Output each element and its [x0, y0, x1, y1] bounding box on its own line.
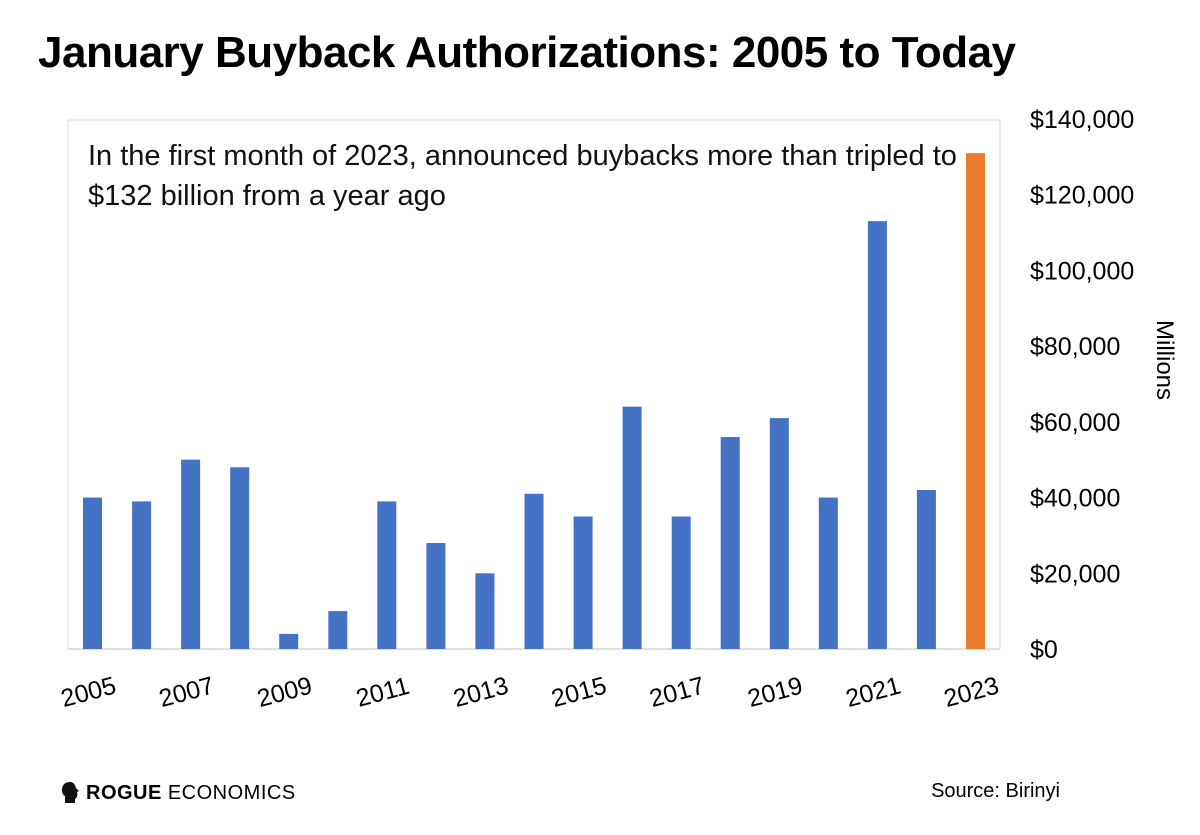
x-tick-2021: 2021	[843, 672, 904, 713]
y-tick-5: $100,000	[1030, 257, 1134, 285]
x-tick-2013: 2013	[450, 672, 511, 713]
x-tick-2009: 2009	[254, 672, 315, 713]
y-tick-2: $40,000	[1030, 485, 1120, 513]
x-tick-labels: 2005 2007 2009 2011 2013 2015 2017 2019 2021 2023	[58, 672, 1002, 713]
bar-2020	[818, 497, 838, 649]
y-tick-7: $140,000	[1030, 106, 1134, 134]
source-note: Source: Birinyi	[931, 780, 1060, 802]
bar-2015	[573, 516, 593, 649]
bar-2006	[132, 501, 152, 649]
bar-2013	[475, 573, 495, 649]
bar-2019	[769, 418, 789, 649]
y-axis-label-wrap: Millions	[1148, 320, 1178, 400]
bar-2018	[720, 437, 740, 649]
y-tick-0: $0	[1030, 636, 1058, 664]
y-tick-labels: $0 $20,000 $40,000 $60,000 $80,000 $100,000 $1…	[1030, 106, 1134, 664]
chart-title: January Buyback Authorizations: 2005 to …	[38, 28, 1016, 77]
x-tick-2023: 2023	[941, 672, 1002, 713]
rogue-head-icon	[62, 782, 79, 803]
bar-2011	[377, 501, 397, 649]
bars-group	[83, 153, 985, 649]
x-tick-2015: 2015	[548, 672, 609, 713]
bar-2023	[966, 153, 985, 649]
brand-name-bold: ROGUE	[86, 781, 162, 804]
y-axis-label: Millions	[1151, 320, 1178, 401]
bar-2012	[426, 543, 446, 649]
bar-2005	[83, 497, 102, 649]
bar-2010	[328, 611, 348, 649]
y-tick-6: $120,000	[1030, 182, 1134, 210]
bar-2008	[230, 467, 250, 649]
bar-2016	[622, 406, 642, 649]
x-tick-2005: 2005	[58, 672, 119, 713]
x-tick-2019: 2019	[745, 672, 806, 713]
x-tick-2017: 2017	[647, 672, 708, 713]
bar-2007	[181, 459, 201, 649]
y-tick-4: $80,000	[1030, 333, 1120, 361]
bar-2014	[524, 493, 544, 649]
bar-2022	[916, 490, 936, 649]
bar-2017	[671, 516, 691, 649]
y-tick-3: $60,000	[1030, 409, 1120, 437]
y-tick-1: $20,000	[1030, 560, 1120, 588]
brand-logo: ROGUE ECONOMICS	[60, 778, 296, 808]
brand-name-regular: ECONOMICS	[167, 781, 296, 804]
chart-annotation: In the first month of 2023, announced bu…	[88, 140, 957, 212]
x-tick-2011: 2011	[353, 672, 412, 713]
bar-2021	[867, 221, 887, 649]
bar-2009	[279, 633, 299, 649]
x-tick-2007: 2007	[156, 672, 217, 713]
